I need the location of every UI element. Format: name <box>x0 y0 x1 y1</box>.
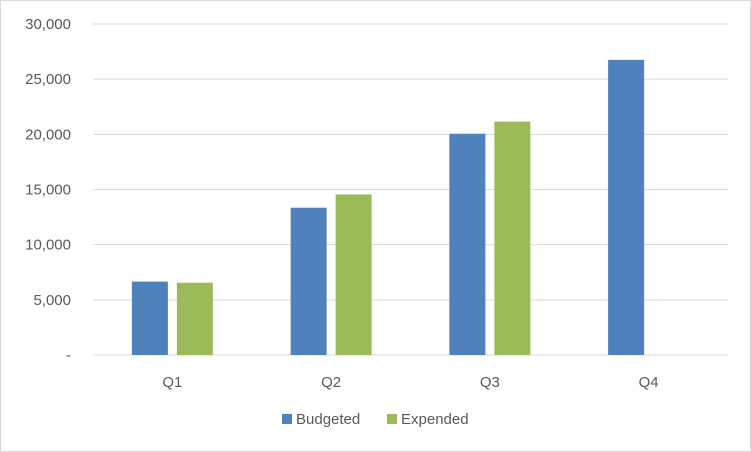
bar-expended-q2 <box>335 194 372 355</box>
x-tick-label: Q3 <box>480 374 500 391</box>
bar-budgeted-q4 <box>608 59 645 355</box>
y-tick-label: - <box>66 347 71 364</box>
legend-swatch-budgeted <box>282 414 292 424</box>
x-axis-tick-labels: Q1 Q2 Q3 Q4 <box>162 374 658 391</box>
legend-swatch-expended <box>387 414 397 424</box>
bar-budgeted-q2 <box>290 207 327 355</box>
y-tick-label: 30,000 <box>25 16 71 33</box>
legend-label-budgeted: Budgeted <box>296 411 360 428</box>
y-tick-label: 10,000 <box>25 237 71 254</box>
y-tick-label: 5,000 <box>33 292 71 309</box>
bar-expended-q3 <box>494 121 531 356</box>
y-tick-label: 15,000 <box>25 182 71 199</box>
bars <box>131 59 645 356</box>
bar-budgeted-q3 <box>449 133 486 355</box>
y-axis-tick-labels: - 5,000 10,000 15,000 20,000 25,000 30,000 <box>25 16 71 364</box>
x-tick-label: Q1 <box>162 374 182 391</box>
x-tick-label: Q2 <box>321 374 341 391</box>
bar-budgeted-q1 <box>131 281 168 355</box>
legend: Budgeted Expended <box>282 411 469 428</box>
x-tick-label: Q4 <box>639 374 659 391</box>
bar-expended-q1 <box>176 282 213 355</box>
legend-label-expended: Expended <box>401 411 469 428</box>
y-tick-label: 25,000 <box>25 71 71 88</box>
y-tick-label: 20,000 <box>25 126 71 143</box>
